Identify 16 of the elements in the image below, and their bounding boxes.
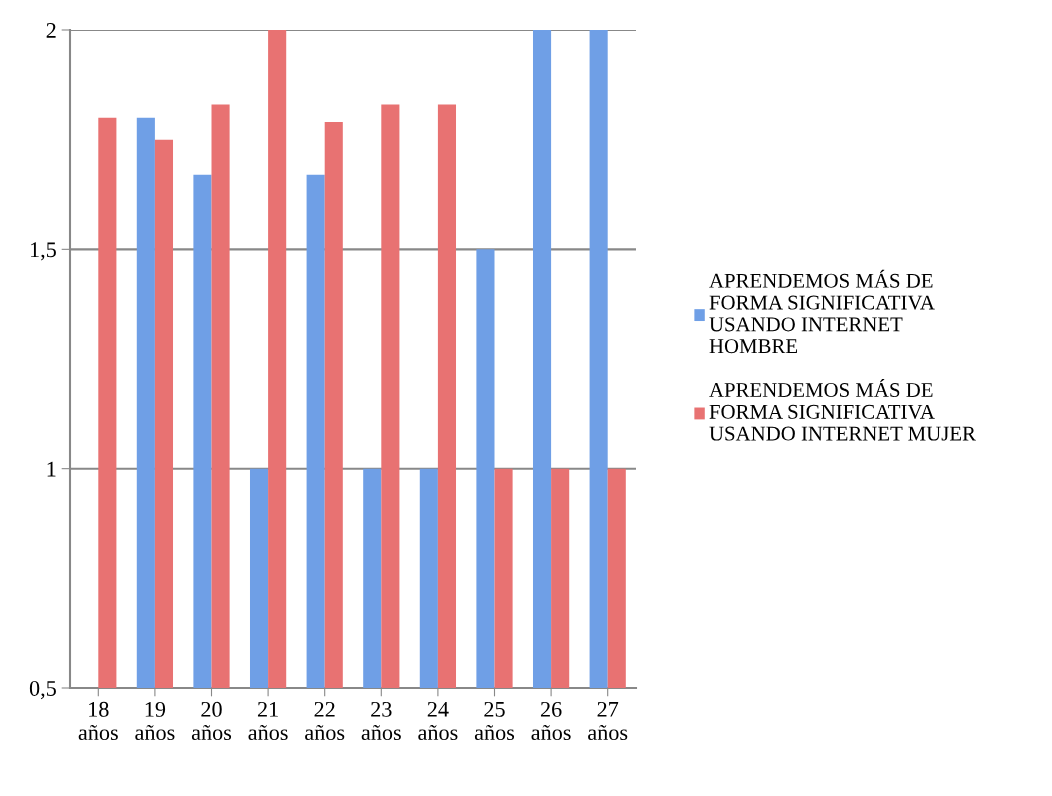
- y-tick-label: 1: [47, 461, 56, 477]
- legend-label: APRENDEMOS MÁS DE FORMA SIGNIFICATIVA USANDO INTERNET MUJER: [709, 379, 976, 441]
- x-tick-label: 24 años: [418, 701, 458, 741]
- x-tick-label: 26 años: [531, 701, 571, 741]
- x-tick-label: 19 años: [135, 701, 175, 741]
- y-tick-label: 2: [46, 22, 56, 38]
- legend-label: APRENDEMOS MÁS DE FORMA SIGNIFICATIVA USANDO INTERNET HOMBRE: [709, 269, 935, 354]
- x-tick-label: 22 años: [305, 701, 345, 741]
- x-tick-label: 25 años: [474, 701, 515, 741]
- y-tick-label: 0,5: [29, 680, 56, 700]
- x-tick-label: 23 años: [361, 701, 401, 741]
- x-tick-label: 20 años: [191, 701, 232, 741]
- x-tick-label: 21 años: [248, 701, 288, 741]
- x-tick-label: 18 años: [78, 701, 118, 741]
- x-tick-label: 27 años: [588, 701, 628, 741]
- y-tick-label: 1,5: [30, 242, 56, 261]
